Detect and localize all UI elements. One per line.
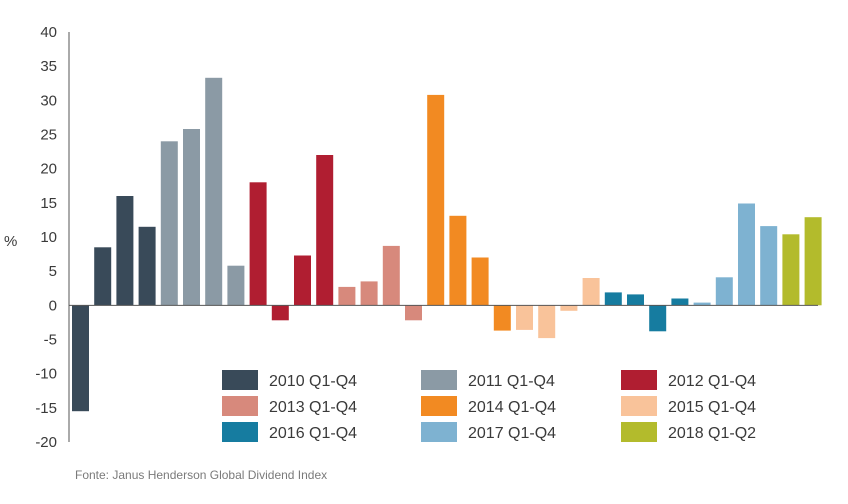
legend-item: 2010 Q1-Q4 bbox=[222, 370, 357, 390]
legend-swatch bbox=[421, 370, 457, 390]
bar bbox=[271, 305, 289, 321]
bar bbox=[516, 305, 533, 330]
legend-swatch bbox=[621, 396, 657, 416]
y-tick-label: -10 bbox=[35, 366, 57, 383]
bar bbox=[249, 182, 267, 306]
legend-label: 2012 Q1-Q4 bbox=[668, 373, 756, 390]
bar bbox=[227, 265, 245, 306]
bar bbox=[627, 294, 644, 306]
bar bbox=[760, 226, 778, 306]
y-tick-label: 35 bbox=[40, 58, 57, 75]
y-tick-label: 30 bbox=[40, 92, 57, 109]
y-tick-label: 20 bbox=[40, 161, 57, 178]
bar bbox=[72, 305, 89, 412]
legend-item: 2018 Q1-Q2 bbox=[621, 422, 756, 442]
bar bbox=[715, 277, 733, 306]
legend-label: 2017 Q1-Q4 bbox=[468, 425, 556, 442]
bar bbox=[449, 215, 467, 306]
bar bbox=[738, 203, 755, 306]
bar bbox=[183, 129, 200, 306]
y-tick-label: 25 bbox=[40, 127, 57, 144]
legend-swatch bbox=[222, 422, 258, 442]
legend-swatch bbox=[421, 396, 457, 416]
y-tick-label: 40 bbox=[40, 24, 57, 41]
y-axis-label: % bbox=[4, 233, 17, 250]
bar bbox=[804, 217, 822, 306]
bar bbox=[782, 234, 800, 306]
bar bbox=[360, 281, 378, 306]
legend-swatch bbox=[222, 396, 258, 416]
bars bbox=[72, 77, 822, 412]
bar bbox=[493, 305, 511, 331]
bar bbox=[205, 77, 223, 306]
legend-swatch bbox=[222, 370, 258, 390]
y-tick-label: 10 bbox=[40, 229, 57, 246]
bar bbox=[138, 226, 156, 306]
legend-label: 2014 Q1-Q4 bbox=[468, 399, 556, 416]
legend-swatch bbox=[621, 370, 657, 390]
legend-item: 2014 Q1-Q4 bbox=[421, 396, 556, 416]
legend-swatch bbox=[621, 422, 657, 442]
bar bbox=[160, 141, 178, 306]
legend-label: 2016 Q1-Q4 bbox=[269, 425, 357, 442]
bar bbox=[538, 305, 556, 339]
bar bbox=[560, 305, 578, 311]
bar bbox=[316, 155, 334, 306]
y-tick-label: 15 bbox=[40, 195, 57, 212]
y-tick-label: -15 bbox=[35, 400, 57, 417]
bar bbox=[471, 257, 489, 306]
legend: 2010 Q1-Q4 2011 Q1-Q4 2012 Q1-Q4 2013 Q1-Q4… bbox=[222, 370, 756, 442]
bar bbox=[693, 302, 711, 306]
legend-item: 2012 Q1-Q4 bbox=[621, 370, 756, 390]
legend-item: 2013 Q1-Q4 bbox=[222, 396, 357, 416]
bar bbox=[649, 305, 667, 332]
y-tick-label: 0 bbox=[49, 297, 57, 314]
bar bbox=[582, 278, 600, 306]
bar bbox=[671, 298, 689, 306]
legend-label: 2010 Q1-Q4 bbox=[269, 373, 357, 390]
legend-label: 2015 Q1-Q4 bbox=[668, 399, 756, 416]
legend-item: 2017 Q1-Q4 bbox=[421, 422, 556, 442]
legend-item: 2016 Q1-Q4 bbox=[222, 422, 357, 442]
legend-item: 2015 Q1-Q4 bbox=[621, 396, 756, 416]
legend-label: 2011 Q1-Q4 bbox=[468, 373, 555, 390]
legend-swatch bbox=[421, 422, 457, 442]
bar bbox=[427, 94, 445, 306]
y-tick-label: -20 bbox=[35, 434, 57, 451]
legend-label: 2018 Q1-Q2 bbox=[668, 425, 756, 442]
bar bbox=[604, 292, 622, 306]
legend-label: 2013 Q1-Q4 bbox=[269, 399, 357, 416]
bar bbox=[382, 245, 400, 306]
bar bbox=[116, 196, 134, 306]
y-axis-ticks: 40 35 30 25 20 15 10 5 0 -5 -10 -15 -20 bbox=[35, 24, 57, 451]
y-tick-label: -5 bbox=[44, 332, 57, 349]
y-tick-label: 5 bbox=[49, 263, 57, 280]
bar bbox=[338, 286, 356, 306]
bar bbox=[294, 255, 311, 306]
bar bbox=[405, 305, 422, 321]
source-note: Fonte: Janus Henderson Global Dividend I… bbox=[75, 468, 328, 482]
legend-item: 2011 Q1-Q4 bbox=[421, 370, 555, 390]
bar bbox=[94, 247, 112, 306]
